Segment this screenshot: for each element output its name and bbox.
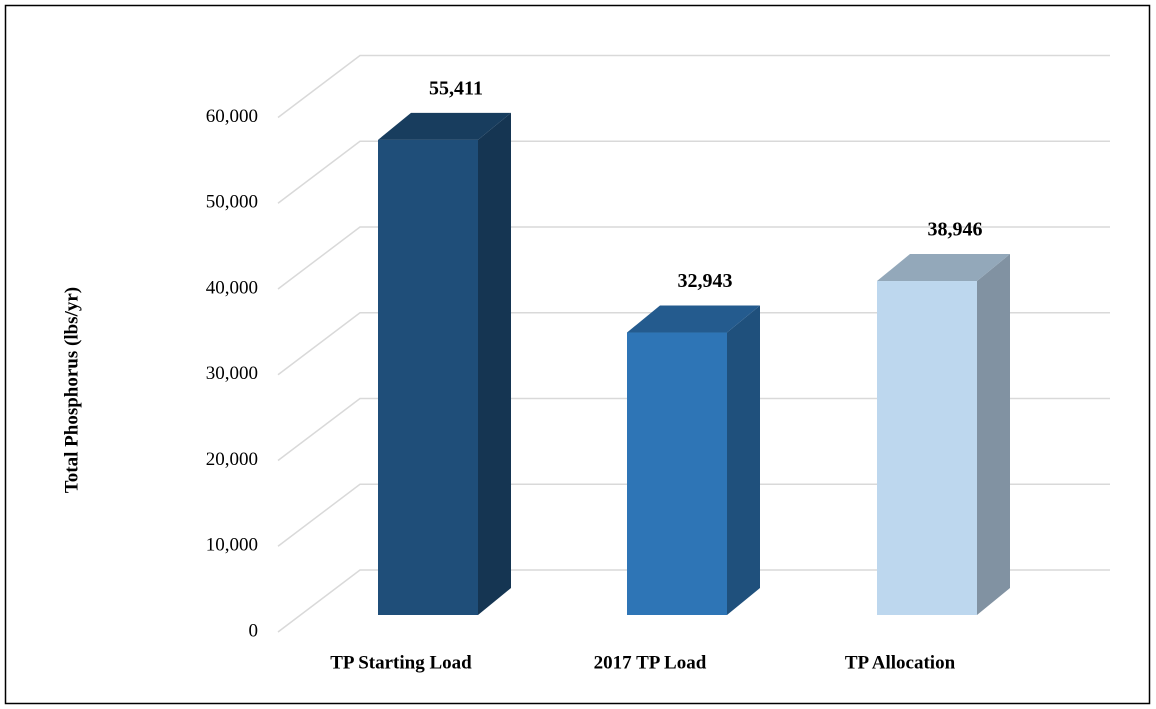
grid-line — [277, 312, 1110, 376]
bar — [378, 112, 511, 615]
x-tick-label: 2017 TP Load — [594, 652, 707, 673]
y-tick-label: 0 — [249, 620, 259, 641]
value-label: 38,946 — [928, 219, 983, 241]
bar-top — [877, 254, 1010, 282]
grid-line — [277, 397, 1110, 462]
bar-side — [478, 112, 511, 615]
y-tick-label: 40,000 — [206, 277, 258, 298]
grid-line — [277, 140, 1110, 204]
bar-top — [627, 305, 760, 333]
y-tick-label: 30,000 — [206, 363, 258, 384]
grid-line — [277, 569, 1110, 633]
bar-front — [378, 139, 478, 615]
bar — [877, 254, 1010, 615]
grid-line — [277, 483, 1110, 547]
bar — [627, 305, 760, 615]
y-tick-label: 60,000 — [206, 106, 258, 127]
value-label: 55,411 — [429, 77, 483, 99]
bar-front — [877, 281, 977, 615]
y-tick-label: 10,000 — [206, 535, 258, 556]
y-tick-label: 20,000 — [206, 449, 258, 470]
y-axis-label: Total Phosphorus (lbs/yr) — [61, 287, 82, 493]
x-tick-label: TP Starting Load — [330, 652, 472, 673]
bar-side — [727, 305, 760, 615]
value-label: 32,943 — [678, 270, 733, 292]
bar-top — [378, 112, 511, 140]
x-tick-label: TP Allocation — [845, 652, 956, 673]
y-tick-label: 50,000 — [206, 192, 258, 213]
grid-line — [277, 54, 1110, 119]
grid-line — [277, 226, 1110, 290]
bar-side — [977, 254, 1010, 615]
bar-front — [627, 332, 727, 615]
